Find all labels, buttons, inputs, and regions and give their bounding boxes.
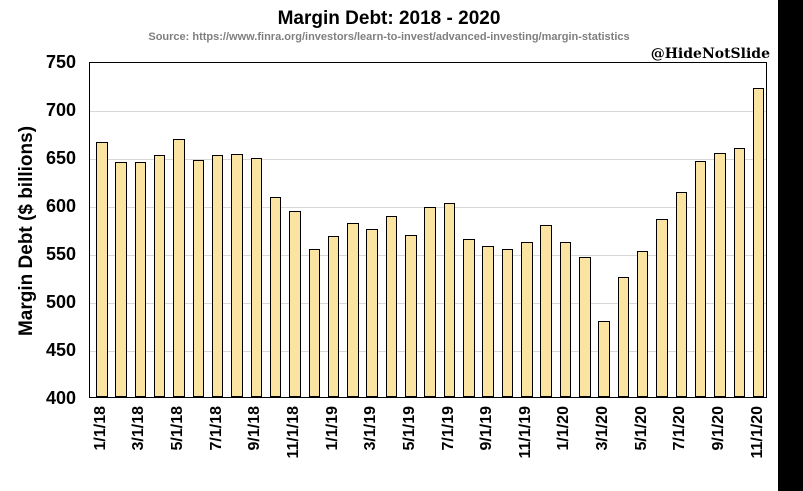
x-tick-3/1/19: 3/1/19 [362,406,380,451]
right-edge-black-band [778,0,803,491]
bar-10/1/20 [733,148,746,397]
bar-1/1/19 [327,235,340,397]
bar-9/1/20 [714,153,726,397]
bar-3/1/19 [366,229,378,397]
x-tick-5/1/20: 5/1/20 [632,406,650,451]
bar-4/1/19 [385,215,398,397]
bar-4/1/18 [153,155,166,397]
bar-3/1/18 [134,161,147,397]
x-tick-1/1/20: 1/1/20 [555,406,573,451]
bar-2/1/19 [347,223,359,397]
x-tick-11/1/19: 11/1/19 [516,406,534,459]
bar-11/1/18 [289,210,301,397]
bar-8/1/18 [231,154,243,397]
x-tick-7/1/19: 7/1/19 [439,406,457,451]
bar-9/1/19 [482,246,494,397]
x-tick-3/1/20: 3/1/20 [594,406,612,451]
bar-5/1/19 [405,234,417,397]
x-tick-7/1/20: 7/1/20 [671,406,689,451]
y-tick-550: 550 [45,244,76,264]
x-tick-9/1/19: 9/1/19 [478,406,496,451]
x-tick-5/1/19: 5/1/19 [400,406,418,451]
bar-8/1/19 [463,238,475,397]
bar-2/1/20 [579,256,591,397]
x-tick-3/1/18: 3/1/18 [130,406,148,451]
y-tick-750: 750 [45,52,76,72]
bar-12/1/19 [540,225,552,397]
bar-1/1/20 [559,241,572,397]
y-tick-400: 400 [45,388,76,408]
bar-6/1/19 [424,206,436,397]
bar-3/1/20 [598,321,610,397]
plot-area [89,62,767,398]
bar-5/1/20 [636,251,649,397]
bar-6/1/18 [192,159,205,397]
watermark-handle: @HideNotSlide [650,46,770,62]
x-tick-7/1/18: 7/1/18 [207,406,225,451]
bar-4/1/20 [617,277,630,397]
bar-11/1/19 [521,241,533,397]
bar-11/1/20 [752,87,765,397]
bar-5/1/18 [173,138,185,397]
bar-1/1/18 [96,141,108,397]
y-tick-650: 650 [45,148,76,168]
bar-7/1/18 [211,155,224,397]
chart-title: Margin Debt: 2018 - 2020 [277,8,501,29]
x-tick-9/1/20: 9/1/20 [710,406,727,451]
bar-2/1/18 [115,161,127,397]
x-tick-1/1/19: 1/1/19 [323,406,341,451]
bar-9/1/18 [250,158,263,397]
bar-10/1/19 [501,249,514,397]
gridline-650 [90,159,766,160]
x-tick-5/1/18: 5/1/18 [169,406,186,451]
bar-6/1/20 [656,219,668,397]
y-tick-700: 700 [45,100,76,120]
y-tick-450: 450 [45,340,76,360]
x-tick-1/1/18: 1/1/18 [91,406,109,451]
bar-7/1/20 [675,191,688,397]
x-tick-11/1/20: 11/1/20 [748,406,766,459]
y-tick-600: 600 [45,196,76,216]
y-tick-500: 500 [45,292,76,312]
bar-8/1/20 [694,160,707,397]
bar-10/1/18 [269,197,282,397]
bar-7/1/19 [443,203,456,397]
bar-12/1/18 [308,249,321,397]
chart-source-url: Source: https://www.finra.org/investors/… [148,31,630,43]
gridline-700 [90,111,766,112]
x-tick-9/1/18: 9/1/18 [246,406,264,451]
x-tick-11/1/18: 11/1/18 [284,406,302,459]
